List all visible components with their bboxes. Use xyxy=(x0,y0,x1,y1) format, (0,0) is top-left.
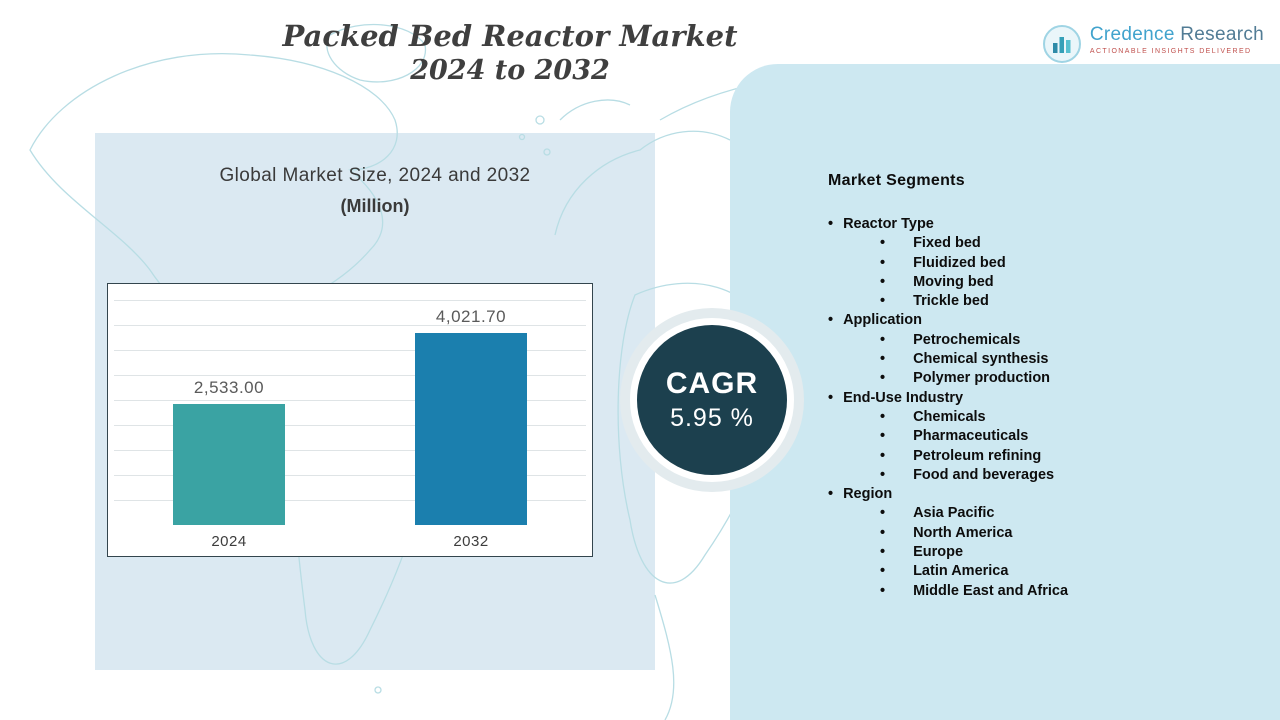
bar xyxy=(173,404,285,525)
bar-plot: 2,533.00 2024 4,021.70 2032 xyxy=(108,307,592,550)
segments-heading: Market Segments xyxy=(828,172,965,189)
logo-brand-text: Credence Research xyxy=(1090,24,1264,46)
cagr-badge-ring: CAGR 5.95 % xyxy=(620,308,804,492)
chart-subtitle: (Million) xyxy=(340,196,410,216)
segment-item: Petrochemicals xyxy=(828,331,1250,350)
chart-title-block: Global Market Size, 2024 and 2032 (Milli… xyxy=(95,165,655,217)
bar-value-label: 2,533.00 xyxy=(193,378,265,397)
market-segments-panel: Market Segments Reactor TypeFixed bedFlu… xyxy=(730,64,1280,720)
segment-item: Europe xyxy=(828,543,1250,562)
segment-group-label: Region xyxy=(828,485,1250,504)
logo-brand-first: Credence xyxy=(1089,24,1175,45)
cagr-label: CAGR xyxy=(665,367,759,400)
segment-item: Food and beverages xyxy=(828,466,1250,485)
credence-research-logo: Credence Research Actionable Insights De… xyxy=(1042,24,1264,64)
cagr-value: 5.95 % xyxy=(670,404,754,432)
segment-item: Chemicals xyxy=(828,408,1250,427)
segment-group-label: Application xyxy=(828,311,1250,330)
logo-tagline: Actionable Insights Delivered xyxy=(1089,48,1252,55)
segments-list: Reactor TypeFixed bedFluidized bedMoving… xyxy=(828,215,1250,601)
bar xyxy=(415,333,527,525)
segment-item: Pharmaceuticals xyxy=(828,427,1250,446)
segment-item: North America xyxy=(828,524,1250,543)
segment-item: Polymer production xyxy=(828,369,1250,388)
segment-item: Fluidized bed xyxy=(828,254,1250,273)
segment-group-label: Reactor Type xyxy=(828,215,1250,234)
page-title-line1: Packed Bed Reactor Market xyxy=(282,19,738,53)
segment-item: Moving bed xyxy=(828,273,1250,292)
page-title-line2: 2024 to 2032 xyxy=(410,55,610,86)
bar-group: 4,021.70 2032 xyxy=(415,307,527,550)
segment-item: Latin America xyxy=(828,562,1250,581)
bar-chart-logo-icon xyxy=(1042,25,1081,63)
cagr-badge: CAGR 5.95 % xyxy=(630,318,794,482)
bar-category-label: 2032 xyxy=(453,533,489,550)
chart-title: Global Market Size, 2024 and 2032 xyxy=(219,165,531,186)
bar-chart: 2,533.00 2024 4,021.70 2032 xyxy=(107,283,593,557)
segment-item: Trickle bed xyxy=(828,292,1250,311)
segment-group-label: End-Use Industry xyxy=(828,389,1250,408)
bar-category-label: 2024 xyxy=(211,533,247,550)
segment-item: Petroleum refining xyxy=(828,447,1250,466)
segment-item: Middle East and Africa xyxy=(828,582,1250,601)
segment-item: Fixed bed xyxy=(828,234,1250,253)
bar-group: 2,533.00 2024 xyxy=(173,378,285,550)
logo-brand-second: Research xyxy=(1174,24,1264,45)
segment-item: Asia Pacific xyxy=(828,504,1250,523)
segment-item: Chemical synthesis xyxy=(828,350,1250,369)
bar-value-label: 4,021.70 xyxy=(435,307,507,326)
page-title: Packed Bed Reactor Market 2024 to 2032 xyxy=(250,18,770,87)
